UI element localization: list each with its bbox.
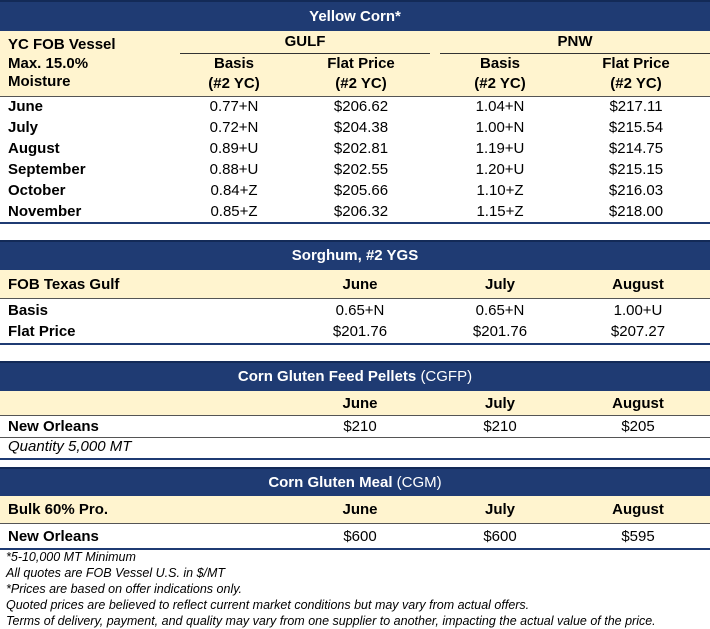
rule xyxy=(0,222,710,224)
cell: $216.03 xyxy=(608,182,664,199)
rule xyxy=(0,548,710,550)
group-label: PNW xyxy=(557,33,593,50)
cell: $205 xyxy=(621,418,655,435)
cell: 0.89+U xyxy=(209,140,259,157)
cell: $202.81 xyxy=(333,140,389,157)
section-title-bar: Yellow Corn* xyxy=(0,0,710,31)
cell: 1.20+U xyxy=(475,161,525,178)
cell: $214.75 xyxy=(608,140,664,157)
column-sub: (#2 YC) xyxy=(474,75,526,92)
column-header: Flat Price xyxy=(327,55,395,72)
cell: $202.55 xyxy=(333,161,389,178)
group-rule xyxy=(440,53,710,54)
cell: $215.15 xyxy=(608,161,664,178)
row-label: November xyxy=(8,203,82,220)
section-title-note: (CGM) xyxy=(396,474,442,491)
cell: 1.04+N xyxy=(475,98,525,115)
column-header: August xyxy=(612,394,664,412)
cell: 0.72+N xyxy=(209,119,259,136)
column-header: July xyxy=(484,394,516,412)
header-band xyxy=(0,270,710,299)
header-label: FOB Texas Gulf xyxy=(8,275,120,293)
section-title: Yellow Corn* xyxy=(309,8,401,25)
note: Quantity 5,000 MT xyxy=(8,438,132,455)
row-label: June xyxy=(8,98,44,115)
row-label: October xyxy=(8,182,66,199)
column-sub: (#2 YC) xyxy=(610,75,662,92)
footnote: *5-10,000 MT Minimum xyxy=(6,550,136,564)
cell: $215.54 xyxy=(608,119,664,136)
column-header: Basis xyxy=(213,55,255,72)
footnote: Quoted prices are believed to reflect cu… xyxy=(6,598,530,612)
rule xyxy=(0,437,710,438)
header-label: YC FOB Vessel xyxy=(8,36,116,53)
cell: $595 xyxy=(621,528,655,545)
column-header: August xyxy=(612,275,664,293)
footnote: Terms of delivery, payment, and quality … xyxy=(6,614,656,628)
section-title-bar: Corn Gluten Meal (CGM) xyxy=(0,467,710,496)
footnote: *Prices are based on offer indications o… xyxy=(6,582,243,596)
header-band xyxy=(0,496,710,524)
footnote: All quotes are FOB Vessel U.S. in $/MT xyxy=(6,566,226,580)
group-rule xyxy=(180,53,430,54)
row-label: August xyxy=(8,140,60,157)
row-label: Basis xyxy=(8,302,49,319)
column-header: August xyxy=(612,501,664,518)
section-title-bar: Corn Gluten Feed Pellets (CGFP) xyxy=(0,361,710,391)
header-band xyxy=(0,31,710,97)
cell: $205.66 xyxy=(333,182,389,199)
cell: 1.00+U xyxy=(613,302,663,319)
column-header: July xyxy=(484,501,516,518)
header-band xyxy=(0,391,710,416)
cell: $206.62 xyxy=(333,98,389,115)
cell: 0.85+Z xyxy=(210,203,258,220)
cell: $201.76 xyxy=(472,323,528,340)
column-header: Basis xyxy=(479,55,521,72)
cell: 0.65+N xyxy=(335,302,385,319)
column-header: June xyxy=(342,394,378,412)
cell: 0.77+N xyxy=(209,98,259,115)
column-header: Flat Price xyxy=(602,55,670,72)
cell: $210 xyxy=(343,418,377,435)
column-header: June xyxy=(342,501,378,518)
cell: 1.19+U xyxy=(475,140,525,157)
row-label: Flat Price xyxy=(8,323,76,340)
rule xyxy=(0,343,710,345)
section-title-note: (CGFP) xyxy=(420,368,473,385)
cell: $201.76 xyxy=(332,323,388,340)
cell: $204.38 xyxy=(333,119,389,136)
header-label: Bulk 60% Pro. xyxy=(8,501,109,518)
section-title-bar: Sorghum, #2 YGS xyxy=(0,240,710,270)
cell: $207.27 xyxy=(610,323,666,340)
column-header: July xyxy=(484,275,516,293)
cell: $206.32 xyxy=(333,203,389,220)
section-title: Sorghum, #2 YGS xyxy=(291,247,419,264)
header-label: Max. 15.0% xyxy=(8,54,89,72)
row-label: New Orleans xyxy=(8,418,99,435)
rule xyxy=(0,458,710,460)
cell: $600 xyxy=(483,528,517,545)
cell: 0.84+Z xyxy=(210,182,258,199)
row-label: New Orleans xyxy=(8,528,99,545)
group-label: GULF xyxy=(284,33,326,50)
cell: 0.65+N xyxy=(475,302,525,319)
section-title: Corn Gluten Meal xyxy=(268,474,393,491)
cell: $600 xyxy=(343,528,377,545)
cell: 0.88+U xyxy=(209,161,259,178)
row-label: July xyxy=(8,119,39,136)
cell: 1.00+N xyxy=(475,119,525,136)
column-sub: (#2 YC) xyxy=(335,75,387,92)
column-sub: (#2 YC) xyxy=(208,75,260,92)
header-label: Moisture xyxy=(8,73,71,90)
section-title: Corn Gluten Feed Pellets xyxy=(237,368,417,385)
cell: $217.11 xyxy=(609,98,663,115)
column-header: June xyxy=(342,275,378,293)
row-label: September xyxy=(8,161,86,178)
cell: 1.15+Z xyxy=(476,203,524,220)
cell: $210 xyxy=(483,418,517,435)
cell: 1.10+Z xyxy=(476,182,524,199)
cell: $218.00 xyxy=(608,203,664,220)
